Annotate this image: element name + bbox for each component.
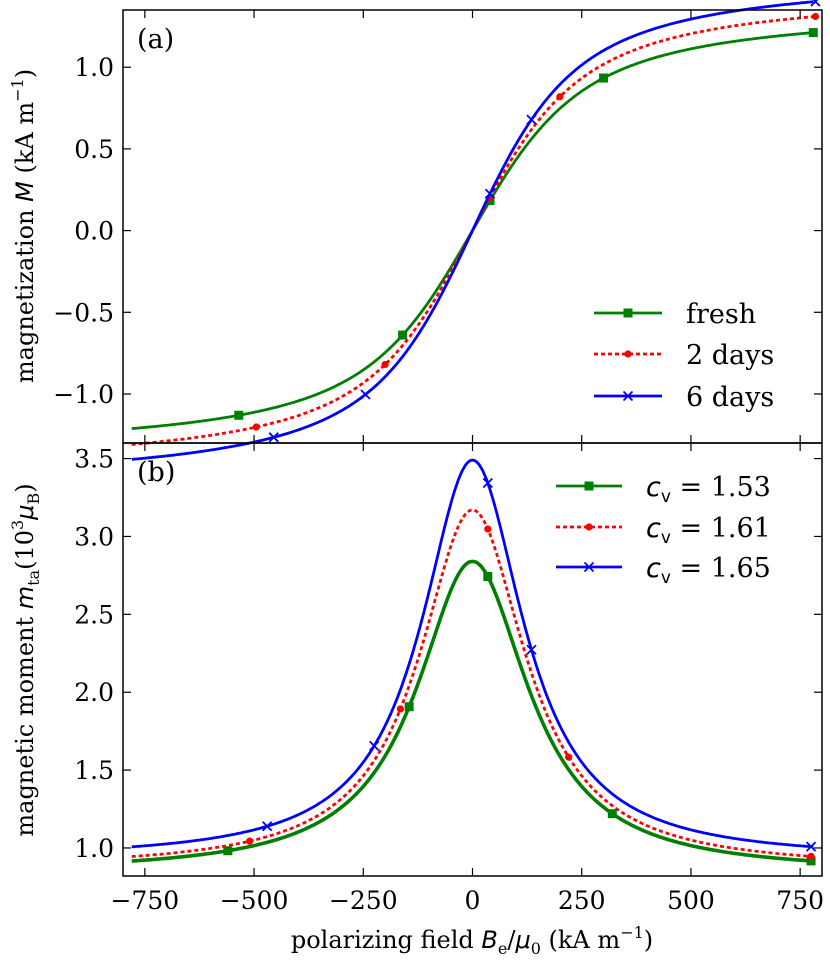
- series-line-c-v-1-53: [131, 559, 814, 863]
- xtick-label: 0: [465, 886, 481, 915]
- xtick-label: −500: [220, 886, 289, 915]
- data-point: [262, 821, 273, 832]
- xtick-label: 500: [667, 886, 715, 915]
- panel-b-legend: cv = 1.53 cv = 1.61 cv = 1.65: [556, 472, 771, 588]
- panel-a-frame: [122, 9, 823, 444]
- series-line-c-v-1-61: [131, 508, 814, 858]
- panel-b-label: (b): [137, 457, 175, 488]
- data-point: [223, 846, 233, 856]
- panel-b-series: [131, 458, 817, 866]
- data-point: [805, 841, 817, 852]
- data-point: [252, 423, 260, 431]
- data-point: [526, 644, 537, 655]
- legend-item-cv-1-61: cv = 1.61: [556, 513, 771, 548]
- panel-a-ticks: −1.0 −0.5 0.0 0.5 1.0: [53, 10, 822, 443]
- ytick-label: 0.5: [74, 135, 114, 164]
- panel-a-ylabel: magnetization M (kA m−1): [8, 69, 39, 383]
- svg-text:2 days: 2 days: [686, 340, 774, 371]
- legend-marker: [622, 390, 634, 402]
- data-point: [369, 740, 380, 751]
- data-point: [404, 702, 414, 712]
- panel-b-xlabel: polarizing field Be/μ0 (kA m−1): [291, 923, 653, 958]
- xtick-label: 750: [776, 886, 824, 915]
- legend-marker: [584, 481, 594, 491]
- ytick-label: −1.0: [53, 380, 114, 409]
- data-point: [360, 389, 371, 400]
- ytick-label: 3.0: [74, 522, 114, 551]
- data-point: [396, 705, 405, 713]
- data-point: [810, 0, 821, 7]
- series-line-2-days: [131, 15, 814, 446]
- series-line-c-v-1-65: [131, 458, 814, 849]
- legend-marker: [624, 350, 632, 358]
- ytick-label: 2.0: [74, 678, 114, 707]
- data-point: [483, 571, 493, 581]
- legend-item-cv-1-65: cv = 1.65: [556, 553, 771, 588]
- data-point: [811, 12, 820, 21]
- ytick-label: 1.5: [74, 756, 114, 785]
- data-point: [807, 852, 815, 860]
- data-point: [526, 114, 537, 125]
- legend-marker: [623, 308, 633, 318]
- legend-marker: [583, 561, 595, 573]
- data-point: [398, 330, 408, 340]
- data-point: [381, 360, 389, 369]
- data-point: [484, 525, 492, 533]
- svg-text:fresh: fresh: [686, 299, 756, 330]
- panel-a-legend: fresh 2 days 6 days: [594, 299, 774, 413]
- xtick-label: 250: [558, 886, 606, 915]
- panel-b-ticks: 1.0 1.5 2.0 2.5 3.0 3.5 −750 −500 −250 0 250 500 750: [74, 443, 824, 915]
- data-point: [565, 753, 573, 761]
- series-line-6-days: [131, 0, 814, 461]
- ytick-label: 1.0: [74, 53, 114, 82]
- data-point: [484, 188, 496, 199]
- legend-item-6-days: 6 days: [594, 382, 774, 413]
- data-point: [268, 432, 279, 443]
- panel-a-label: (a): [137, 24, 174, 55]
- data-point: [607, 809, 617, 819]
- data-point: [234, 410, 244, 420]
- data-point: [246, 837, 254, 845]
- svg-text:cv = 1.61: cv = 1.61: [646, 513, 771, 548]
- ytick-label: 2.5: [74, 600, 114, 629]
- data-point: [482, 477, 493, 489]
- data-point: [806, 856, 816, 866]
- svg-text:cv = 1.53: cv = 1.53: [646, 472, 771, 507]
- ytick-label: 0.0: [74, 217, 114, 246]
- panel-b: 1.0 1.5 2.0 2.5 3.0 3.5 −750 −500 −250 0 250 500 750…: [8, 442, 824, 958]
- svg-text:cv = 1.65: cv = 1.65: [646, 553, 771, 588]
- svg-text:6 days: 6 days: [686, 382, 774, 413]
- legend-item-2-days: 2 days: [594, 340, 774, 371]
- data-point: [556, 93, 564, 101]
- legend-item-fresh: fresh: [594, 299, 756, 330]
- panel-b-ylabel: magnetic moment mta(103μB): [8, 483, 43, 836]
- panel-b-frame: [122, 442, 823, 877]
- ytick-label: −0.5: [53, 298, 114, 327]
- legend-item-cv-1-53: cv = 1.53: [556, 472, 771, 507]
- xtick-label: −250: [329, 886, 398, 915]
- ytick-label: 1.0: [74, 834, 114, 863]
- xtick-label: −750: [111, 886, 180, 915]
- panel-a: −1.0 −0.5 0.0 0.5 1.0 (a) magnetization M (k…: [8, 0, 823, 461]
- data-point: [599, 73, 609, 83]
- ytick-label: 3.5: [74, 445, 114, 474]
- data-point: [808, 28, 818, 38]
- legend-marker: [585, 523, 593, 531]
- panel-a-series: [131, 0, 821, 461]
